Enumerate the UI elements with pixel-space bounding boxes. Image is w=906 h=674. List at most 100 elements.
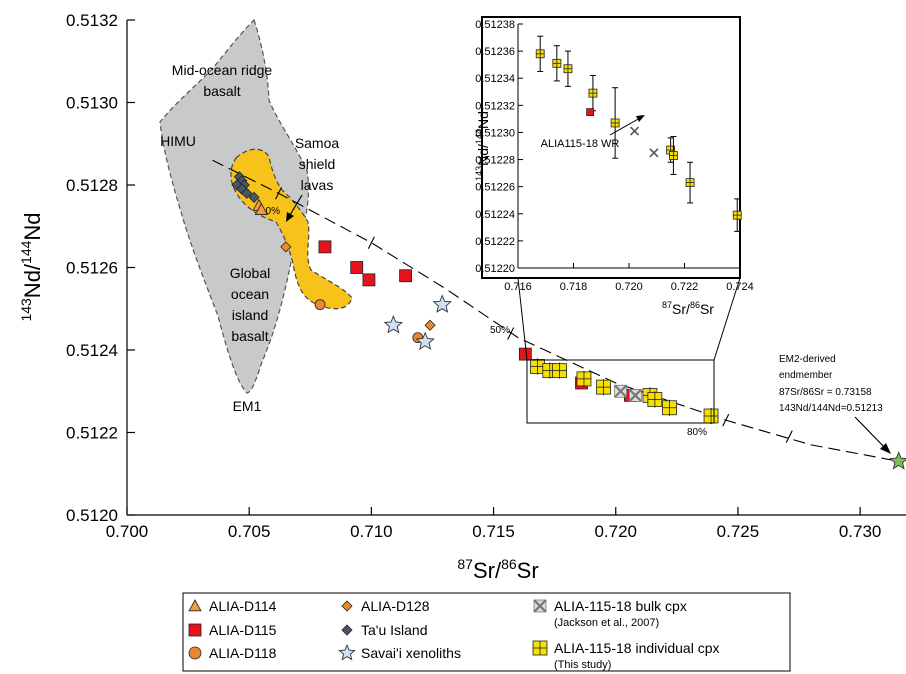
data-point [518,347,532,361]
inset-annotation-arrow [609,117,641,136]
data-point [432,294,452,313]
mixing-tick [367,236,375,249]
mixing-curve [212,159,900,462]
global-label: basalt [231,328,268,344]
legend-marker [341,624,353,636]
legend-marker [188,599,202,612]
legend-label: ALIA-D115 [209,622,277,638]
data-point [383,315,404,334]
data-point [314,299,326,311]
legend-sublabel: (This study) [554,659,611,671]
endmember-nd: 143Nd/144Nd=0.51213 [779,403,883,414]
data-point [248,191,260,203]
label-superscript: 143 [18,298,34,322]
legend-label: ALIA-D114 [209,598,277,614]
inset-x-tick-label: 0.720 [615,281,643,293]
endmember-arrow [854,416,888,451]
label-superscript: 143 [474,166,484,181]
legend-label: Ta'u Island [361,622,428,638]
endmember-star [889,451,906,470]
data-point [241,187,253,199]
morb-field [159,18,310,394]
data-point [362,273,376,287]
em1-label: EM1 [233,398,262,414]
label-superscript: 144 [18,240,34,264]
zoom-connector [713,277,741,361]
data-point [424,319,436,331]
y-axis-label: 143Nd/144Nd [18,212,45,321]
morb-label: Mid-ocean ridge [172,62,273,78]
inset-y-tick-label: 0.51228 [475,155,515,167]
data-point [350,261,364,274]
inset-bulk-point [629,126,640,136]
inset-y-tick-label: 0.51236 [475,46,515,58]
legend-label: Savai'i xenoliths [361,645,461,661]
legend-label: ALIA-115-18 bulk cpx [554,598,687,614]
samoa-arrow [289,194,303,216]
label-superscript: 87 [662,300,672,310]
data-point [280,241,292,253]
legend-marker [341,600,353,612]
label-superscript: 86 [690,300,700,310]
inset-y-tick-label: 0.51234 [475,73,515,85]
endmember-title: endmember [779,370,833,381]
endmember-title: EM2-derived [779,354,836,365]
zoom-box [526,359,715,424]
y-tick-label: 0.5128 [66,176,118,195]
inset-y-tick-label: 0.51230 [475,127,515,139]
data-point [399,269,412,283]
inset-x-tick-label: 0.716 [504,281,532,293]
mixing-label-10: 10% [260,206,280,217]
inset-x-tick-label: 0.724 [726,281,754,293]
inset-x-tick-label: 0.722 [671,281,699,293]
x-tick-label: 0.705 [228,522,271,541]
legend-label: ALIA-D128 [361,598,430,614]
label-element: Sr/ [672,301,690,317]
label-superscript: 86 [501,556,517,572]
legend-label: ALIA-D118 [209,645,277,661]
label-superscript: 144 [474,129,484,144]
samoa-label: shield [299,156,336,172]
data-point [415,331,435,350]
mixing-label-50: 50% [490,325,510,336]
x-tick-label: 0.720 [594,522,637,541]
samoa-label: lavas [301,177,334,193]
y-tick-label: 0.5124 [66,341,118,360]
samoa-field [230,148,353,310]
legend-marker [188,623,202,637]
inset-wr-point [586,108,595,117]
mixing-label-80: 80% [687,427,707,438]
label-superscript: 87 [457,556,473,572]
legend-box [182,592,791,672]
inset-y-tick-label: 0.51222 [475,236,515,248]
data-point [318,240,332,254]
x-axis-label: 87Sr/86Sr [457,556,538,583]
data-point [254,202,269,215]
inset-annotation-arrowhead [636,115,645,122]
samoa-arrowhead [286,212,294,222]
y-tick-label: 0.5130 [66,94,118,113]
label-element: Sr [517,558,539,583]
legend-sublabel: (Jackson et al., 2007) [554,617,659,629]
y-tick-label: 0.5126 [66,259,118,278]
x-tick-label: 0.725 [717,522,760,541]
label-element: Nd/ [475,144,491,166]
x-tick-label: 0.700 [106,522,149,541]
samoa-label: Samoa [295,135,340,151]
inset-y-tick-label: 0.51220 [475,263,515,275]
inset-y-axis-label: 143Nd/144Nd [474,111,491,181]
label-element: Nd/ [20,263,45,298]
inset-y-tick-label: 0.51232 [475,100,515,112]
inset-x-axis-label: 87Sr/86Sr [662,300,714,317]
legend-marker [533,599,547,613]
global-label: island [232,307,269,323]
morb-label: basalt [203,83,240,99]
y-tick-label: 0.5122 [66,424,118,443]
inset-y-tick-label: 0.51238 [475,19,515,31]
inset-annotation: ALIA115-18 WR [541,138,620,150]
label-element: Nd [475,111,491,129]
mixing-tick [785,430,793,443]
x-tick-label: 0.730 [839,522,882,541]
inset-x-tick-label: 0.718 [560,281,588,293]
inset-y-tick-label: 0.51226 [475,182,515,194]
